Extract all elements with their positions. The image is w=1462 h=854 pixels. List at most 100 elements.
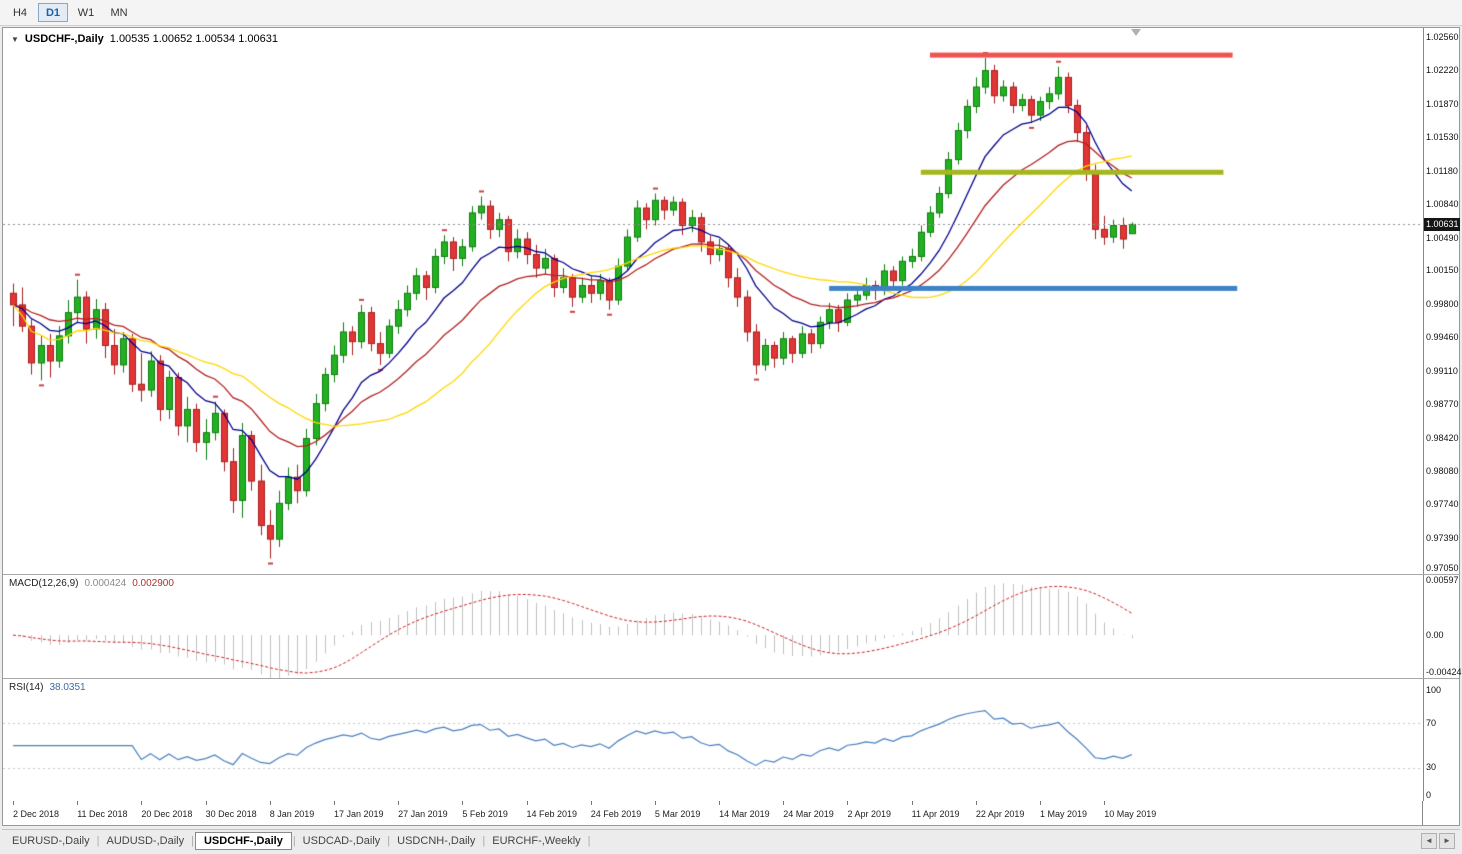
price-axis-label: 0.98420	[1426, 432, 1459, 443]
macd-axis-label: 0.00	[1426, 629, 1444, 640]
time-axis-label: 20 Dec 2018	[141, 809, 193, 819]
macd-panel: MACD(12,26,9) 0.000424 0.002900 0.00597 0…	[3, 575, 1462, 678]
price-axis-label: 1.00840	[1426, 198, 1459, 209]
time-axis-label: 11 Dec 2018	[77, 809, 128, 819]
time-axis-tick	[398, 801, 399, 805]
panel-separator[interactable]	[3, 574, 1459, 575]
time-axis-label: 24 Mar 2019	[783, 809, 834, 819]
price-axis-label: 0.99460	[1426, 332, 1459, 343]
time-axis-tick	[527, 801, 528, 805]
price-axis-label: 0.98770	[1426, 399, 1459, 410]
chart-tab-usdcad-daily[interactable]: USDCAD-,Daily	[302, 835, 381, 847]
price-panel: ▼ USDCHF-,Daily 1.00535 1.00652 1.00534 …	[3, 28, 1460, 574]
time-axis-label: 14 Feb 2019	[526, 809, 578, 819]
time-axis-label: 22 Apr 2019	[975, 809, 1025, 819]
price-axis[interactable]: 1.02560 1.02220 1.01870 1.01530 1.01180 1.008…	[1423, 28, 1460, 574]
time-axis-label: 2 Apr 2019	[847, 809, 892, 819]
time-axis-tick	[912, 801, 913, 805]
time-axis-label: 14 Mar 2019	[719, 809, 770, 819]
time-axis-tick	[655, 801, 656, 805]
time-axis-tick	[847, 801, 848, 805]
rsi-axis-label: 70	[1426, 717, 1437, 728]
time-axis-tick	[206, 801, 207, 805]
time-axis-label: 30 Dec 2018	[205, 809, 257, 819]
chart-tabs: EURUSD-,Daily | AUDUSD-,Daily | USDCHF-,Dail…	[6, 832, 592, 850]
rsi-label: RSI(14) 38.0351	[9, 682, 86, 693]
price-chart-canvas[interactable]	[3, 28, 1422, 574]
tab-divider: |	[587, 835, 591, 847]
rsi-axis-label: 30	[1426, 762, 1437, 773]
time-axis-tick	[719, 801, 720, 805]
price-axis-label: 0.97390	[1426, 532, 1459, 543]
chart-title: ▼ USDCHF-,Daily 1.00535 1.00652 1.00534 …	[11, 33, 278, 45]
chart-tab-eurusd-daily[interactable]: EURUSD-,Daily	[12, 835, 90, 847]
time-axis-tick	[334, 801, 335, 805]
rsi-chart-canvas[interactable]	[3, 679, 1422, 801]
time-axis-label: 1 May 2019	[1040, 809, 1088, 819]
chart-tab-usdchf-daily[interactable]: USDCHF-,Daily	[194, 832, 292, 850]
time-axis-tick	[976, 801, 977, 805]
time-axis-label: 5 Mar 2019	[654, 809, 701, 819]
macd-label: MACD(12,26,9) 0.000424 0.002900	[9, 578, 174, 589]
time-axis-label: 8 Jan 2019	[269, 809, 315, 819]
time-axis-label: 10 May 2019	[1104, 809, 1157, 819]
price-axis-label: 0.97050	[1426, 563, 1459, 573]
time-axis-tick	[783, 801, 784, 805]
macd-name: MACD(12,26,9)	[9, 578, 79, 589]
tab-divider: |	[482, 835, 486, 847]
time-axis-tick	[1104, 801, 1105, 805]
time-axis-label: 17 Jan 2019	[333, 809, 384, 819]
time-axis-tick	[1040, 801, 1041, 805]
price-axis-label: 1.01530	[1426, 131, 1459, 142]
time-axis-tick	[591, 801, 592, 805]
time-axis-tick	[270, 801, 271, 805]
axis-corner	[1422, 801, 1459, 825]
timeframe-d1-button[interactable]: D1	[38, 3, 68, 22]
price-axis-label: 1.02220	[1426, 65, 1459, 76]
macd-axis-label: -0.00424	[1426, 667, 1462, 677]
chart-tab-bar: EURUSD-,Daily | AUDUSD-,Daily | USDCHF-,Dail…	[2, 829, 1460, 852]
rsi-panel: RSI(14) 38.0351 100 70 30 0	[3, 679, 1459, 801]
timeframe-mn-button[interactable]: MN	[104, 3, 134, 22]
price-axis-label: 1.01870	[1426, 98, 1459, 109]
macd-main-value: 0.000424	[84, 578, 127, 589]
time-axis-label: 11 Apr 2019	[911, 809, 960, 819]
time-axis-tick	[77, 801, 78, 805]
macd-axis[interactable]: 0.00597 0.00 -0.00424	[1423, 575, 1462, 678]
timeframe-toolbar: H4 D1 W1 MN	[0, 0, 1462, 26]
chart-tab-usdcnh-daily[interactable]: USDCNH-,Daily	[397, 835, 476, 847]
time-axis-label: 24 Feb 2019	[590, 809, 642, 819]
tabs-scroll-right-button[interactable]: ►	[1439, 833, 1455, 849]
chart-tab-eurchf-weekly[interactable]: EURCHF-,Weekly	[492, 835, 581, 847]
tab-divider: |	[96, 835, 100, 847]
rsi-name: RSI(14)	[9, 682, 44, 693]
tab-divider: |	[387, 835, 391, 847]
tab-divider: |	[292, 835, 296, 847]
price-axis-label: 1.01180	[1426, 165, 1458, 176]
price-axis-label: 0.97740	[1426, 498, 1459, 509]
price-axis-label: 1.00150	[1426, 265, 1459, 276]
time-axis[interactable]: 2 Dec 2018 11 Dec 2018 20 Dec 2018 30 Dec 2…	[3, 801, 1459, 825]
chart-tab-audusd-daily[interactable]: AUDUSD-,Daily	[106, 835, 185, 847]
chart-shift-marker-icon[interactable]	[1131, 29, 1141, 36]
macd-chart-canvas[interactable]	[3, 575, 1422, 678]
chart-symbol-label: USDCHF-,Daily	[24, 33, 104, 45]
timeframe-w1-button[interactable]: W1	[71, 3, 101, 22]
time-axis-tick	[141, 801, 142, 805]
price-axis-label: 0.98080	[1426, 465, 1459, 476]
macd-axis-label: 0.00597	[1426, 575, 1459, 586]
current-price-tag: 1.00631	[1424, 217, 1460, 231]
price-axis-label: 1.00490	[1426, 232, 1459, 243]
rsi-value: 38.0351	[49, 682, 86, 693]
rsi-axis[interactable]: 100 70 30 0	[1423, 679, 1459, 801]
rsi-axis-label: 0	[1426, 790, 1432, 800]
time-axis-label: 2 Dec 2018	[13, 809, 60, 819]
timeframe-h4-button[interactable]: H4	[5, 3, 35, 22]
macd-signal-value: 0.002900	[132, 578, 174, 589]
tab-scroll-controls: ◄ ►	[1421, 833, 1460, 849]
price-axis-label: 0.99800	[1426, 299, 1459, 310]
collapse-chart-icon[interactable]: ▼	[11, 34, 19, 44]
panel-separator[interactable]	[3, 678, 1459, 679]
time-axis-tick	[462, 801, 463, 805]
tabs-scroll-left-button[interactable]: ◄	[1421, 833, 1437, 849]
